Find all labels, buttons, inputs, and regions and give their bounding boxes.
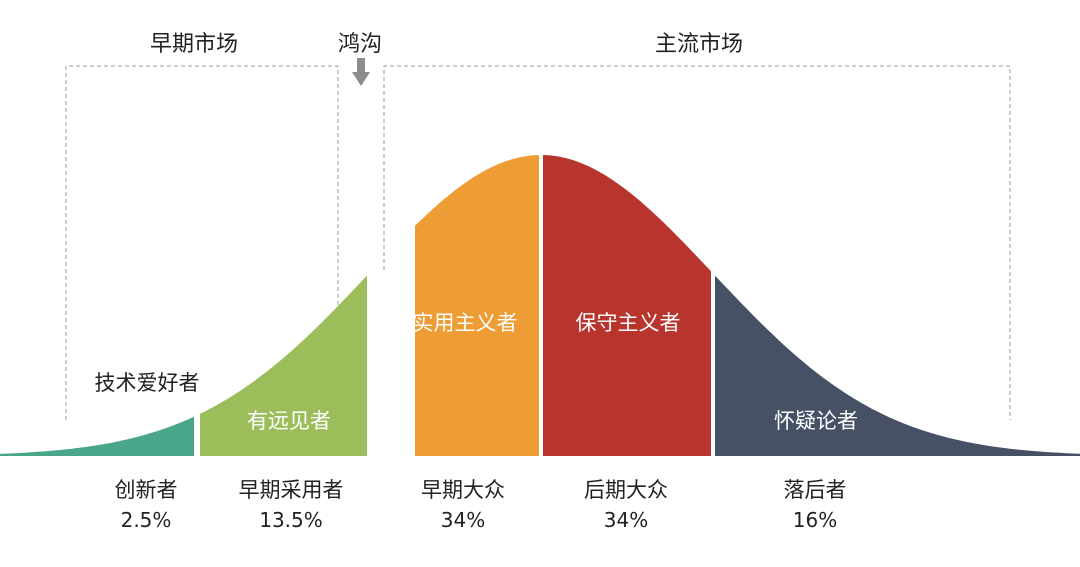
label-conservatives: 保守主义者 xyxy=(576,311,681,335)
mainstream-market-title: 主流市场 xyxy=(655,32,744,57)
category-percent-laggards: 16% xyxy=(792,508,838,532)
category-percent-late-majority: 34% xyxy=(603,508,649,532)
category-percent-innovators: 2.5% xyxy=(120,508,172,532)
chasm-title: 鸿沟 xyxy=(338,32,383,57)
mainstream-market-bracket xyxy=(383,65,1011,420)
early-market-bracket xyxy=(65,65,339,420)
category-percent-early-adopters: 13.5% xyxy=(259,508,323,532)
early-market-title: 早期市场 xyxy=(150,32,239,57)
category-name-late-majority: 后期大众 xyxy=(584,478,668,502)
chasm-arrow-icon xyxy=(352,58,370,86)
category-name-early-adopters: 早期采用者 xyxy=(238,478,344,502)
category-name-early-majority: 早期大众 xyxy=(421,478,505,502)
category-percent-early-majority: 34% xyxy=(440,508,486,532)
label-tech-enthusiasts: 技术爱好者 xyxy=(95,371,200,395)
category-name-innovators: 创新者 xyxy=(114,478,178,502)
segments-layer xyxy=(0,155,1080,456)
label-skeptics: 怀疑论者 xyxy=(774,409,858,433)
seg-early-majority xyxy=(415,155,539,456)
seg-laggards xyxy=(715,275,1080,456)
seg-late-majority xyxy=(543,155,711,456)
label-pragmatists: 实用主义者 xyxy=(413,311,518,335)
seg-innovators xyxy=(0,416,194,456)
seg-early-adopters xyxy=(200,275,367,456)
category-name-laggards: 落后者 xyxy=(783,478,847,502)
label-visionaries: 有远见者 xyxy=(247,409,331,433)
